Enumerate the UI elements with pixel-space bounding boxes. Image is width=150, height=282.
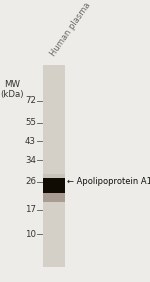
Text: 55: 55: [25, 118, 36, 127]
Bar: [43, 179, 65, 193]
Bar: [43, 174, 65, 179]
Text: 72: 72: [25, 96, 36, 105]
Text: MW
(kDa): MW (kDa): [0, 80, 24, 99]
Text: 26: 26: [25, 177, 36, 186]
Text: ← Apolipoprotein A1: ← Apolipoprotein A1: [67, 177, 150, 186]
Text: Human plasma: Human plasma: [48, 1, 92, 58]
Bar: [43, 65, 65, 267]
Text: 43: 43: [25, 137, 36, 146]
Text: 17: 17: [25, 205, 36, 214]
Text: 10: 10: [25, 230, 36, 239]
Text: 34: 34: [25, 156, 36, 165]
Bar: [43, 192, 65, 202]
